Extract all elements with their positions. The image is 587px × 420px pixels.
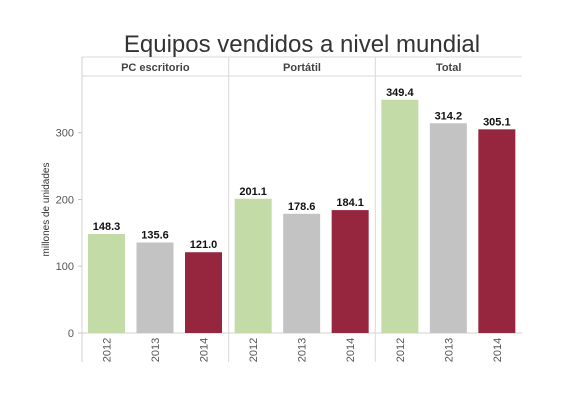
bar [331, 210, 369, 333]
x-tick-label: 2013 [297, 338, 309, 362]
data-label: 349.4 [386, 87, 414, 99]
bar [283, 213, 321, 333]
data-label: 201.1 [239, 186, 267, 198]
x-tick-label: 2014 [345, 338, 357, 362]
x-tick-label: 2014 [199, 338, 211, 362]
data-label: 184.1 [336, 197, 364, 209]
bar [478, 129, 516, 333]
y-tick-label: 200 [56, 194, 74, 206]
data-label: 148.3 [93, 221, 121, 233]
x-tick-label: 2013 [150, 338, 162, 362]
data-label: 178.6 [288, 201, 316, 213]
data-label: 121.0 [190, 239, 218, 251]
y-tick-label: 100 [56, 261, 74, 273]
x-tick-label: 2012 [248, 338, 260, 362]
data-label: 314.2 [435, 110, 463, 122]
bar [185, 252, 222, 333]
bar [136, 242, 174, 333]
y-tick-label: 300 [56, 128, 74, 140]
panel-header-label: Portátil [283, 62, 321, 74]
bar [234, 198, 272, 333]
x-tick-label: 2013 [443, 338, 455, 362]
bar [88, 233, 125, 333]
y-tick-label: 0 [68, 328, 74, 340]
data-label: 305.1 [483, 116, 511, 128]
data-label: 135.6 [141, 229, 169, 241]
chart-title: Equipos vendidos a nivel mundial [123, 31, 481, 58]
bar [429, 123, 467, 333]
x-tick-label: 2014 [492, 338, 504, 362]
panel-header-label: Total [436, 62, 461, 74]
panel-header-label: PC escritorio [121, 62, 190, 74]
y-axis-label: millones de unidades [41, 163, 52, 257]
x-tick-label: 2012 [395, 338, 407, 362]
bar [381, 99, 419, 333]
x-tick-label: 2012 [102, 338, 114, 362]
